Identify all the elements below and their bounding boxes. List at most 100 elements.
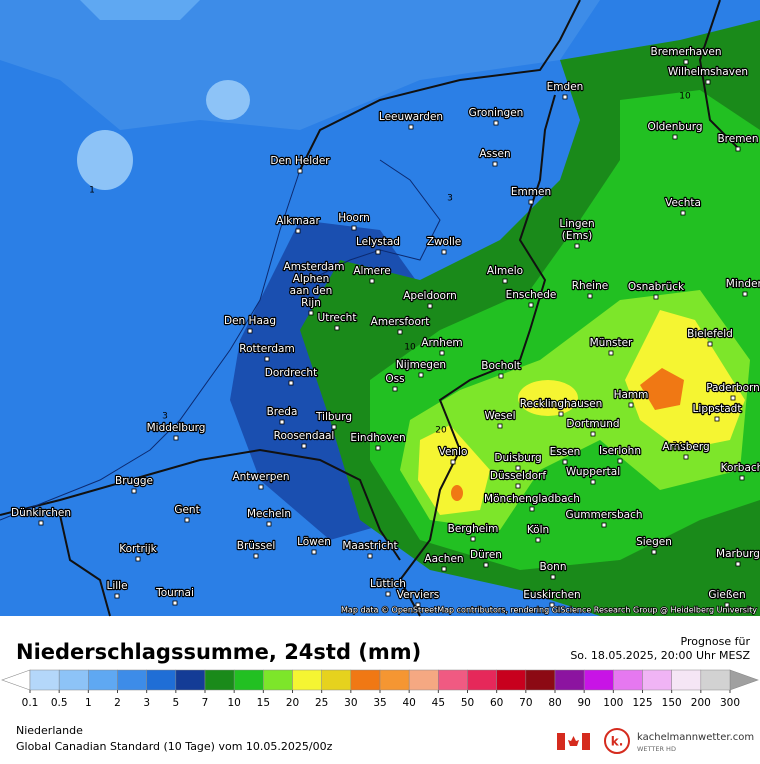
legend-swatch: [88, 669, 118, 691]
place-dot: [497, 423, 503, 429]
legend-tick-label: 80: [548, 697, 561, 709]
place-dot: [131, 488, 137, 494]
place-dot: [515, 465, 521, 471]
legend-tick-label: 35: [373, 697, 386, 709]
place-label: aan den: [290, 285, 333, 297]
legend-tick-label: 90: [577, 697, 590, 709]
place-dot: [279, 419, 285, 425]
legend-tick-label: 40: [402, 697, 415, 709]
place-dot: [288, 380, 294, 386]
forecast-label: Prognose für: [681, 635, 751, 648]
place-label: Iserlohn: [599, 445, 641, 457]
place-dot: [608, 350, 614, 356]
place-dot: [295, 228, 301, 234]
region: Niederlande: [16, 724, 83, 737]
place-dot: [502, 278, 508, 284]
place-dot: [707, 341, 713, 347]
place-label: Euskirchen: [523, 589, 580, 601]
contour-label: 20: [435, 426, 447, 436]
place-label: Rijn: [301, 297, 321, 309]
logo[interactable]: kachelmannwetter.com: [637, 732, 754, 743]
legend-swatch: [204, 669, 235, 691]
precip-area: [77, 130, 133, 190]
place-label: Lüttich: [370, 578, 406, 590]
place-label: Kortrijk: [119, 543, 157, 555]
place-dot: [301, 443, 307, 449]
place-dot: [742, 291, 748, 297]
place-label: Breda: [267, 406, 298, 418]
legend-swatch: [379, 669, 410, 691]
place-label: Middelburg: [147, 422, 206, 434]
place-dot: [173, 435, 179, 441]
place-label: Nijmegen: [396, 359, 446, 371]
place-label: Amersfoort: [371, 316, 430, 328]
place-label: Dordrecht: [265, 367, 317, 379]
legend-tick-label: 20: [286, 697, 299, 709]
contour-label: 1: [89, 186, 95, 196]
legend-tick-label: 150: [662, 697, 682, 709]
legend: 0.1 0.5 1 2 3 5 7 10 15 20 25 30 35 40 45 50 60 70 80 90 100…: [1, 669, 759, 709]
place-dot: [264, 356, 270, 362]
place-dot: [397, 329, 403, 335]
place-dot: [683, 454, 689, 460]
place-dot: [528, 302, 534, 308]
place-dot: [135, 556, 141, 562]
place-dot: [535, 537, 541, 543]
place-dot: [441, 249, 447, 255]
place-label: Gummersbach: [565, 509, 642, 521]
borders: [0, 0, 741, 617]
legend-tick-label: 100: [603, 697, 623, 709]
logo-mark: [604, 728, 630, 754]
place-dot: [367, 553, 373, 559]
place-label: Oldenburg: [647, 121, 702, 133]
legend-swatch: [117, 669, 147, 691]
legend-swatch: [292, 669, 322, 691]
place-label: Arnhem: [421, 337, 462, 349]
place-dot: [628, 402, 634, 408]
place-label: Bergheim: [448, 523, 499, 535]
precip-area: [418, 425, 490, 515]
place-label: (Ems): [562, 230, 593, 242]
place-label: Aachen: [424, 553, 463, 565]
precip-area: [451, 485, 463, 501]
place-dot: [375, 445, 381, 451]
place-label: Almere: [353, 265, 390, 277]
place-dot: [258, 484, 264, 490]
place-label: Bremen: [717, 133, 758, 145]
place-dot: [724, 602, 730, 608]
place-dot: [297, 168, 303, 174]
place-dot: [334, 325, 340, 331]
place-dot: [253, 553, 259, 559]
legend-under: [1, 669, 31, 691]
place-dot: [651, 549, 657, 555]
place-dot: [266, 521, 272, 527]
place-label: Gießen: [708, 589, 745, 601]
legend-swatch: [29, 669, 60, 691]
legend-tick-label: 50: [461, 697, 474, 709]
place-label: Leeuwarden: [379, 111, 443, 123]
place-dot: [562, 459, 568, 465]
precip-area: [206, 80, 250, 120]
place-label: Dünkirchen: [11, 507, 71, 519]
place-dot: [590, 431, 596, 437]
place-label: Dortmund: [566, 418, 619, 430]
place-dot: [558, 411, 564, 417]
place-label: Düsseldorf: [490, 470, 546, 482]
place-label: Alkmaar: [276, 215, 320, 227]
place-label: Roosendaal: [274, 430, 335, 442]
place-label: Groningen: [469, 107, 524, 119]
place-label: Brugge: [115, 475, 153, 487]
place-dot: [730, 395, 736, 401]
place-dot: [529, 506, 535, 512]
place-label: Zwolle: [427, 236, 462, 248]
place-label: Recklinghausen: [520, 398, 603, 410]
place-dot: [493, 120, 499, 126]
place-label: Siegen: [636, 536, 672, 548]
place-label: Rotterdam: [239, 343, 294, 355]
place-label: Essen: [550, 446, 581, 458]
place-label: Lille: [106, 580, 127, 592]
place-dot: [574, 243, 580, 249]
precip-area: [518, 380, 578, 416]
place-dot: [617, 458, 623, 464]
place-dot: [498, 373, 504, 379]
